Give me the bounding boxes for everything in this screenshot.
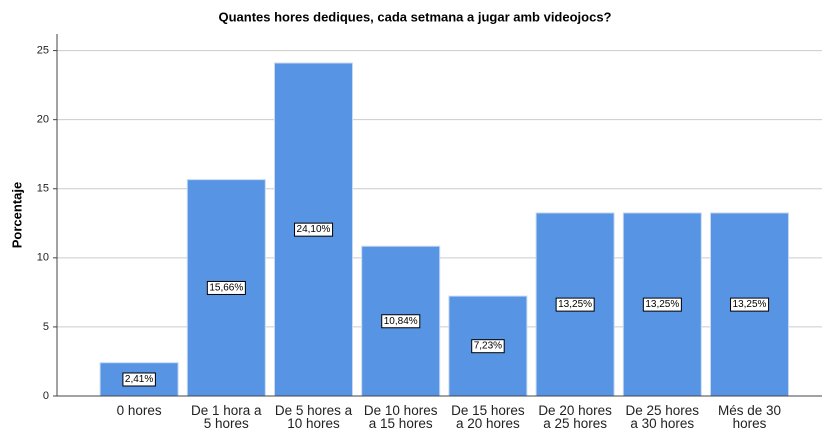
chart-title: Quantes hores dediques, cada setmana a j…	[218, 9, 611, 24]
value-label-text: 15,66%	[209, 282, 243, 293]
value-label: 10,84%	[381, 314, 421, 329]
value-label-box	[122, 372, 156, 387]
x-tick-label: 0 hores	[116, 403, 162, 418]
x-tick-label: De 10 hores a 15 hores	[363, 403, 438, 431]
value-label-text: 24,10%	[297, 224, 331, 235]
value-label-text: 13,25%	[558, 299, 592, 310]
value-label: 7,23%	[471, 339, 505, 354]
x-tick-label: Més de 30 hores	[717, 403, 782, 431]
value-label: 13,25%	[555, 297, 595, 312]
x-tick-label: De 20 hores a 25 hores	[538, 403, 612, 431]
x-tick-label: De 5 hores a 10 hores	[274, 403, 353, 431]
y-axis-label: Porcentaje	[9, 182, 24, 248]
value-label: 13,25%	[642, 297, 682, 312]
y-tick-label: 0	[43, 390, 49, 402]
x-tick-label: De 1 hora a 5 hores	[191, 403, 262, 431]
value-label: 13,25%	[730, 297, 770, 312]
value-label-box	[294, 222, 334, 237]
value-label-text: 13,25%	[733, 299, 767, 310]
y-tick-label: 15	[37, 183, 49, 195]
y-tick-label: 20	[37, 114, 49, 126]
value-label-text: 10,84%	[384, 316, 418, 327]
value-label-box	[206, 280, 246, 295]
value-label-box	[471, 339, 505, 354]
x-tick-label: De 15 hores a 20 hores	[451, 403, 525, 431]
value-label-text: 2,41%	[125, 374, 153, 385]
y-tick-label: 25	[37, 44, 49, 56]
y-tick-label: 5	[43, 321, 49, 333]
value-label: 15,66%	[206, 280, 246, 295]
bar	[710, 212, 789, 397]
value-label-box	[642, 297, 682, 312]
value-label-box	[555, 297, 595, 312]
value-label-box	[730, 297, 770, 312]
value-label: 24,10%	[294, 222, 334, 237]
value-label-text: 13,25%	[645, 299, 679, 310]
value-label-box	[381, 314, 421, 329]
y-tick-label: 10	[37, 252, 49, 264]
value-label-text: 7,23%	[474, 341, 502, 352]
x-tick-label: De 25 hores a 30 hores	[625, 403, 700, 431]
value-label: 2,41%	[122, 372, 156, 387]
